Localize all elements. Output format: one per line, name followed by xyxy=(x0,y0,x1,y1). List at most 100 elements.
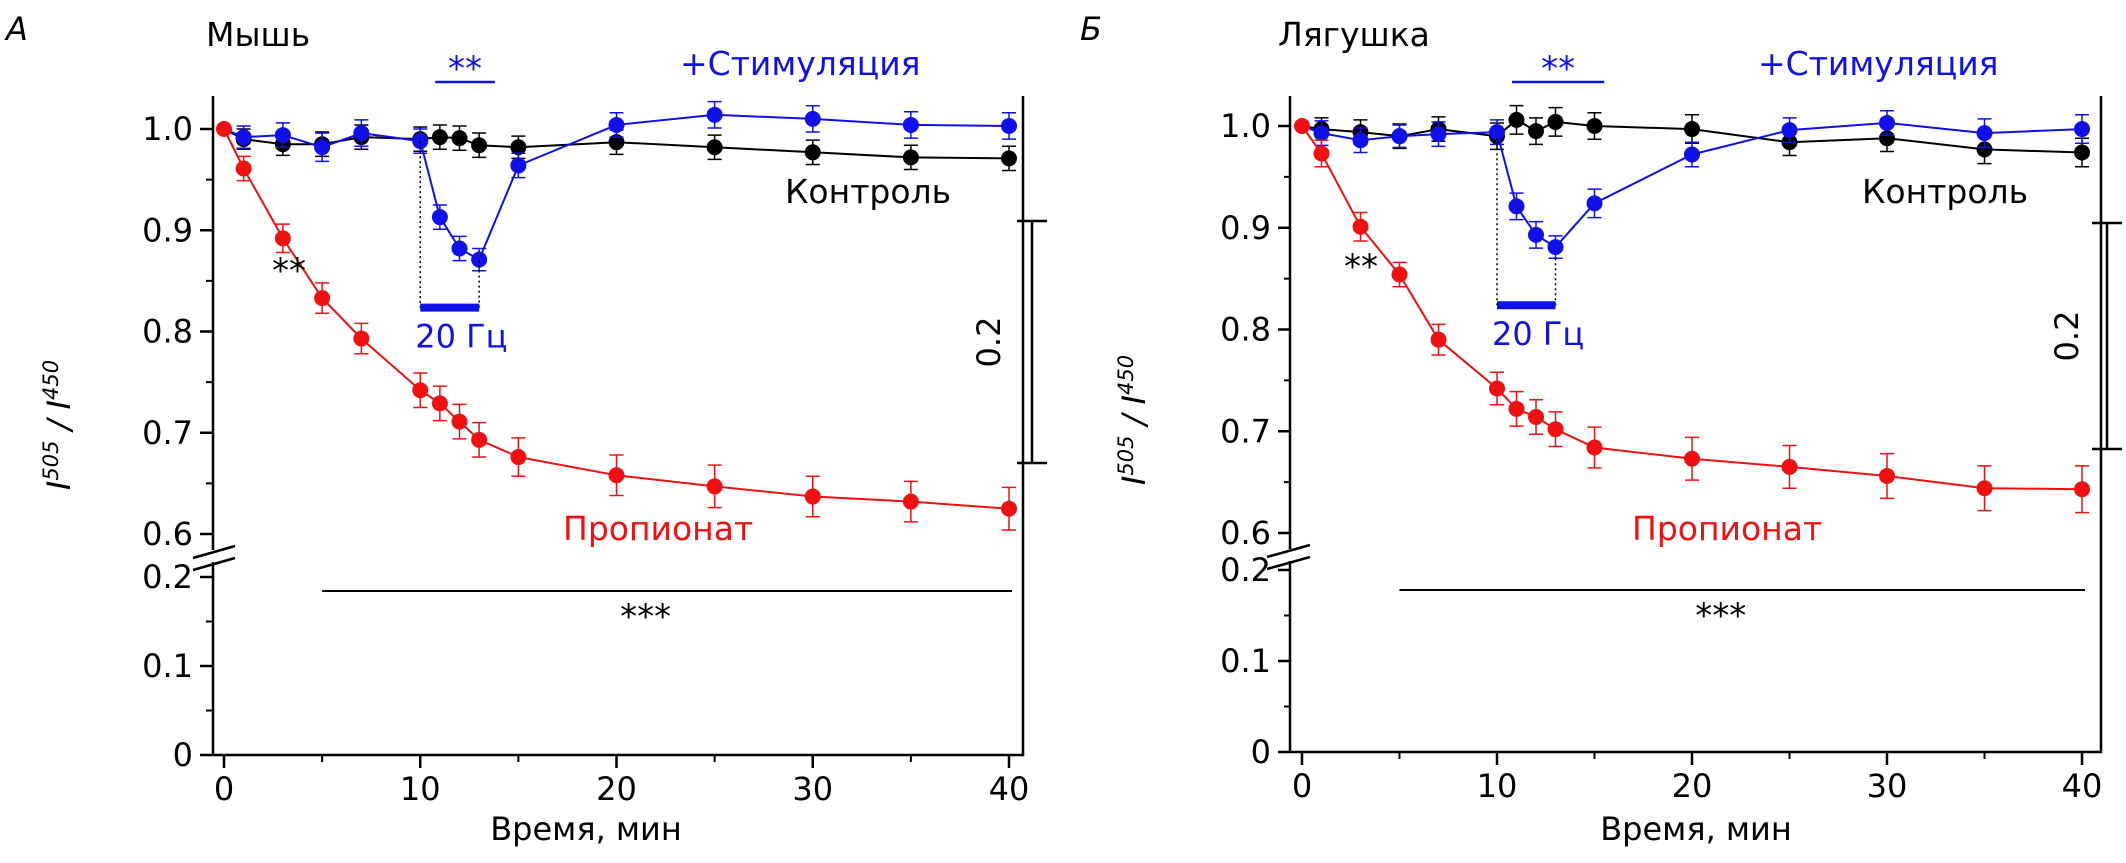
chart-title: Лягушка xyxy=(1278,15,1430,54)
x-tick-label: 20 xyxy=(596,770,637,808)
y-label-base: I xyxy=(1115,476,1153,485)
data-point-stimulation xyxy=(471,251,488,268)
y-label-sup2: 450 xyxy=(1114,355,1138,395)
stimulation-label: +Стимуляция xyxy=(1758,44,1999,83)
x-tick-label: 0 xyxy=(214,770,234,808)
data-point-stimulation xyxy=(1489,124,1505,141)
axis-break xyxy=(1266,543,1311,571)
data-point-propionate xyxy=(451,413,468,430)
data-point-propionate xyxy=(1547,421,1564,438)
series-propionate xyxy=(216,121,1017,531)
series-layer xyxy=(216,100,1017,531)
stimulation-label: +Стимуляция xyxy=(680,44,921,83)
data-point-stimulation xyxy=(1430,126,1447,143)
y-tick-label: 0.6 xyxy=(142,515,193,553)
y-tick-label: 0.7 xyxy=(1220,412,1271,450)
y-tick-label: 0.2 xyxy=(1220,551,1271,589)
data-point-control xyxy=(2074,144,2090,161)
y-tick-label: 0.8 xyxy=(142,313,193,351)
data-point-stimulation xyxy=(353,125,370,142)
series-propionate xyxy=(1294,118,2090,514)
data-point-control xyxy=(608,134,625,151)
data-point-propionate xyxy=(1528,409,1544,426)
y-ticks-lower: 0 0.1 0.2 xyxy=(1220,551,1291,771)
axis-bottom xyxy=(1290,96,2103,754)
data-point-propionate xyxy=(1294,118,1310,134)
x-tick-label: 10 xyxy=(400,770,441,808)
y-tick-label: 0.7 xyxy=(142,414,193,452)
y-tick-label: 1.0 xyxy=(1220,107,1271,145)
data-point-stimulation xyxy=(1528,226,1544,243)
data-point-propionate xyxy=(471,431,488,448)
data-point-stimulation xyxy=(902,116,919,133)
data-point-stimulation xyxy=(314,139,331,156)
data-point-stimulation xyxy=(804,110,821,127)
data-point-propionate xyxy=(1586,439,1603,456)
data-point-propionate xyxy=(353,330,370,347)
data-point-control xyxy=(1528,123,1544,140)
y-label-sup1: 505 xyxy=(1114,436,1138,476)
data-point-propionate xyxy=(804,488,821,505)
data-point-control xyxy=(1586,118,1603,134)
propionate-label: Пропионат xyxy=(1632,509,1822,548)
y-label-sep: / xyxy=(1115,404,1153,435)
control-label: Контроль xyxy=(1862,172,2028,211)
data-point-propionate xyxy=(1976,480,1993,497)
data-point-stimulation xyxy=(1586,195,1603,212)
sig-long-label: *** xyxy=(620,597,671,637)
data-point-propionate xyxy=(1313,145,1330,162)
scale-bar-label: 0.2 xyxy=(970,317,1008,368)
x-tick-label: 0 xyxy=(1292,767,1312,805)
scale-bar xyxy=(1017,219,1047,465)
axis-break xyxy=(192,544,236,572)
y-tick-label: 0.2 xyxy=(142,558,193,596)
data-point-propionate xyxy=(706,478,723,495)
data-point-propionate xyxy=(1489,380,1505,397)
control-label: Контроль xyxy=(785,172,951,211)
y-label-base-2: I xyxy=(1115,395,1153,404)
y-tick-label: 0.8 xyxy=(1220,311,1271,349)
data-point-stimulation xyxy=(1001,117,1017,134)
data-point-stimulation xyxy=(1391,128,1408,145)
sig-early-label: ** xyxy=(272,251,306,291)
data-point-propionate xyxy=(431,395,448,412)
sig-stim-label: ** xyxy=(1541,49,1575,89)
data-point-stimulation xyxy=(451,240,468,257)
x-tick-label: 40 xyxy=(2062,767,2103,805)
data-point-control xyxy=(902,149,919,166)
panel-label: Б xyxy=(1080,10,1102,48)
data-point-propionate xyxy=(1430,331,1447,348)
y-tick-label: 0.9 xyxy=(142,211,193,249)
data-point-stimulation xyxy=(235,129,252,146)
data-point-propionate xyxy=(608,467,625,484)
y-tick-label: 0.9 xyxy=(1220,209,1271,247)
y-label-sep: / xyxy=(40,409,78,440)
data-point-propionate xyxy=(216,121,232,137)
chart-title: Мышь xyxy=(206,15,310,54)
data-point-control xyxy=(431,129,448,146)
y-label-base-2: I xyxy=(40,400,78,409)
data-point-propionate xyxy=(235,160,252,177)
y-label-sup2: 450 xyxy=(39,360,63,400)
y-ticks-upper: 0.6 0.7 0.8 0.9 1.0 xyxy=(142,110,213,553)
x-axis-label: Время, мин xyxy=(1600,810,1792,848)
y-axis-label: I505 / I450 xyxy=(1114,355,1153,485)
data-point-stimulation xyxy=(1879,114,1895,131)
data-point-stimulation xyxy=(431,209,448,226)
series-layer xyxy=(1294,104,2090,514)
x-ticks: 0 10 20 30 40 xyxy=(1292,752,2103,805)
data-point-propionate xyxy=(1879,468,1895,485)
data-point-stimulation xyxy=(1547,239,1564,256)
panel-a: А Мышь 0.6 0.7 0.8 0.9 1.0 0 0.1 0.2 0 10 20 30 40… xyxy=(4,10,1047,848)
data-point-stimulation xyxy=(2074,121,2090,138)
y-label-base: I xyxy=(40,481,78,490)
stim-frequency-label: 20 Гц xyxy=(1492,315,1584,353)
data-point-propionate xyxy=(412,382,429,399)
data-point-control xyxy=(510,139,527,156)
data-point-stimulation xyxy=(1781,122,1798,139)
data-point-control xyxy=(1547,113,1564,130)
x-tick-label: 40 xyxy=(989,770,1030,808)
data-point-stimulation xyxy=(1684,146,1700,163)
stimulation-window: 20 Гц ** xyxy=(415,49,507,356)
